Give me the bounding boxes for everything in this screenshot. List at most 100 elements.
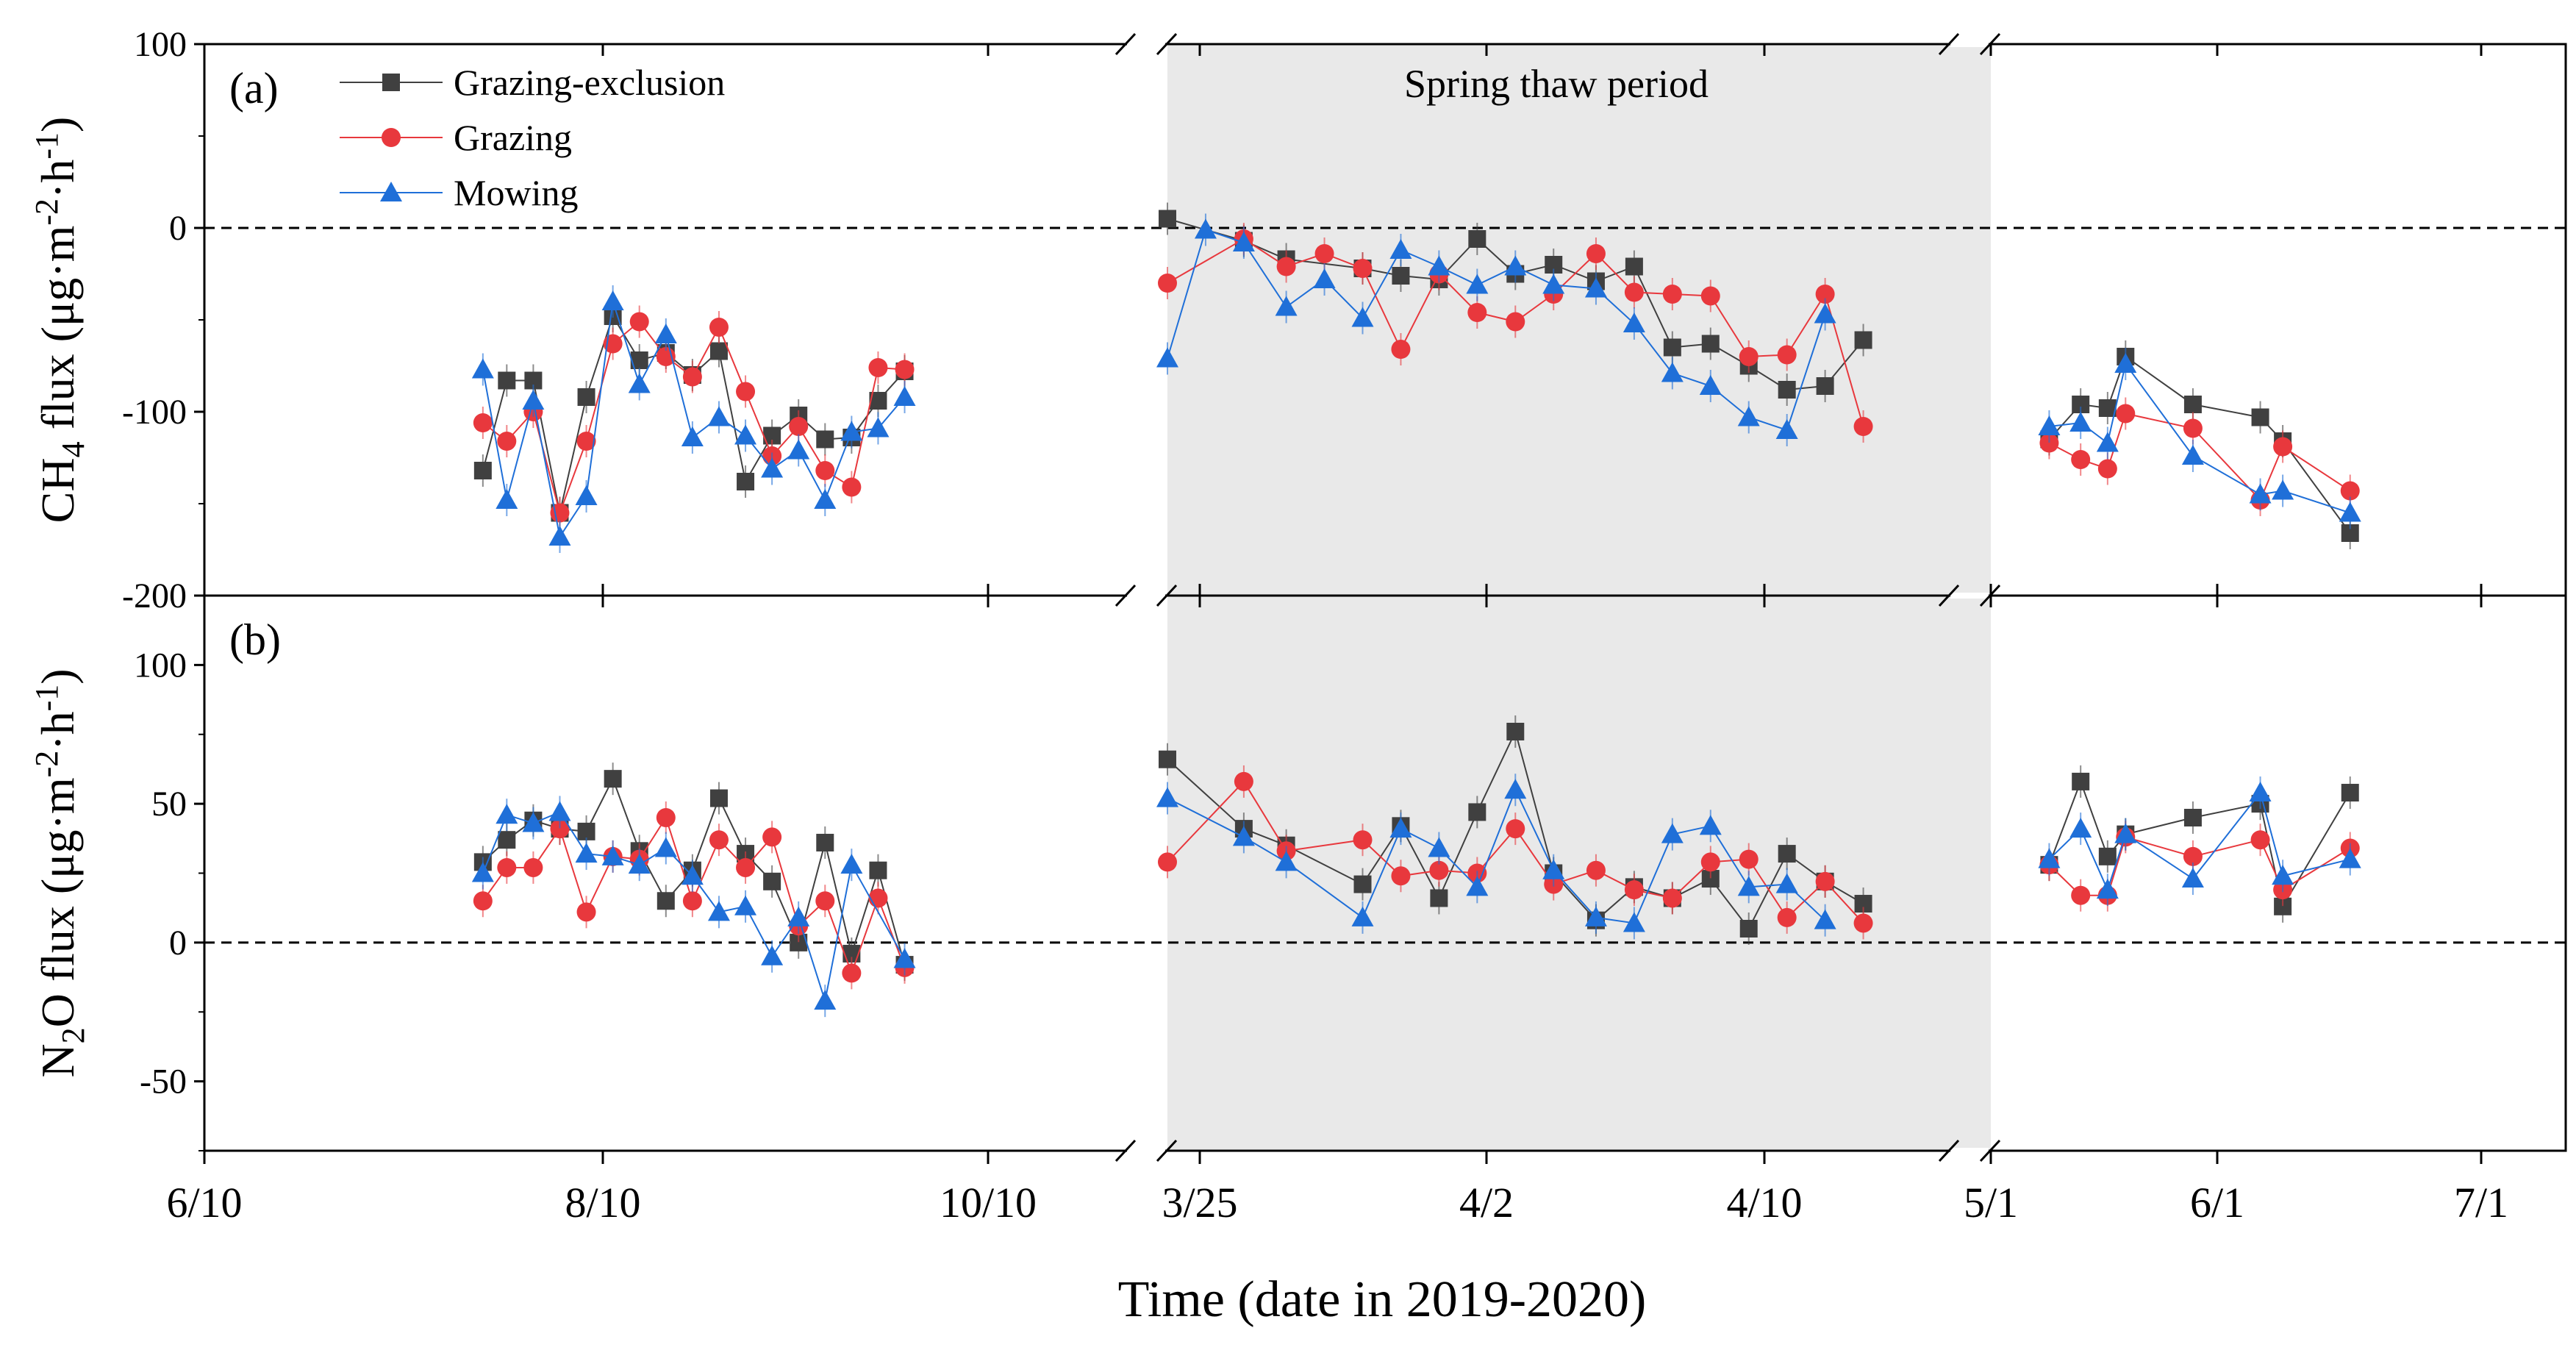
legend-label: Grazing (454, 117, 572, 158)
data-point-square (498, 831, 516, 849)
data-point-circle (1662, 888, 1682, 908)
data-point-triangle (840, 421, 863, 441)
data-point-triangle (1275, 851, 1298, 871)
data-point-circle (1739, 347, 1759, 366)
data-point-triangle (761, 945, 784, 965)
data-point-triangle (2114, 353, 2137, 373)
series-grazing-exclusion (2040, 340, 2359, 549)
data-point-square (2251, 408, 2269, 426)
data-point-circle (2250, 830, 2270, 850)
axis-break-mark (1115, 584, 1137, 607)
data-point-circle (2273, 437, 2293, 457)
data-point-triangle (1232, 232, 1255, 251)
data-point-circle (895, 360, 915, 379)
x-tick-label: 5/1 (1964, 1179, 2018, 1226)
data-point-circle (815, 461, 835, 480)
data-point-square (709, 342, 728, 360)
data-point-triangle (1699, 815, 1722, 835)
data-point-circle (1624, 880, 1644, 900)
x-tick-label: 3/25 (1162, 1179, 1237, 1226)
data-point-square (1159, 750, 1176, 768)
data-point-square (2183, 396, 2202, 413)
y-axis-label-part: flux (μg·m (32, 226, 84, 442)
data-point-triangle (1699, 375, 1722, 395)
data-point-triangle (2069, 818, 2092, 838)
data-point-circle (709, 318, 729, 337)
spring-thaw-annotation: Spring thaw period (1404, 62, 1709, 106)
x-tick-label: 7/1 (2454, 1179, 2508, 1226)
y-axis-label: N2O flux (μg·m-2·h-1) (29, 668, 91, 1077)
data-point-circle (1777, 345, 1797, 365)
y-axis-label-part: 2 (55, 1027, 91, 1043)
data-point-triangle (628, 373, 651, 393)
data-point-triangle (2272, 479, 2294, 500)
data-point-circle (709, 830, 729, 850)
data-point-square (656, 892, 675, 910)
data-point-circle (842, 963, 862, 983)
data-point-triangle (2339, 848, 2361, 868)
data-point-circle (2116, 404, 2136, 424)
data-point-triangle (601, 845, 624, 865)
data-point-triangle (787, 439, 810, 460)
data-point-circle (1276, 257, 1296, 276)
data-point-triangle (522, 812, 545, 832)
data-point-circle (473, 891, 493, 911)
data-point-triangle (2038, 415, 2061, 435)
data-point-square (1468, 230, 1486, 248)
y-tick-label: 100 (134, 25, 187, 64)
x-tick-label: 6/1 (2190, 1179, 2244, 1226)
series-grazing (473, 305, 915, 529)
y-axis-label-part: -1 (29, 685, 65, 712)
data-point-circle (576, 902, 596, 922)
data-point-triangle (1504, 255, 1527, 276)
data-point-triangle (1775, 873, 1798, 893)
data-point-square (1468, 803, 1486, 821)
axis-break-mark (1938, 32, 1960, 56)
series-mowing (1156, 774, 1836, 940)
x-tick-label: 8/10 (565, 1179, 640, 1226)
legend-marker (382, 74, 400, 91)
data-point-circle (1815, 285, 1835, 304)
data-point-circle (576, 432, 596, 451)
data-point-circle (789, 417, 809, 436)
panel-a: 100 0 -100 -200 (a) CH4 flux (μg·m-2·h-1) (29, 25, 2566, 615)
series-grazing (2039, 397, 2360, 516)
data-point-square (1430, 889, 1448, 907)
data-point-triangle (575, 843, 598, 863)
data-point-triangle (1775, 419, 1798, 439)
data-point-square (1392, 267, 1410, 285)
y-tick-label: -50 (140, 1062, 187, 1101)
y-tick-label: 0 (169, 924, 187, 963)
data-point-circle (868, 358, 888, 377)
data-point-circle (1700, 852, 1720, 872)
data-point-triangle (1622, 312, 1645, 332)
data-point-square (869, 861, 887, 879)
data-point-triangle (1814, 303, 1836, 324)
y-tick-label: 100 (134, 646, 187, 685)
axis-break-mark (1938, 1139, 1960, 1162)
data-point-triangle (495, 489, 518, 509)
data-point-circle (762, 827, 782, 847)
x-tick-label: 10/10 (940, 1179, 1037, 1226)
data-point-square (1506, 722, 1525, 740)
spring-thaw-shading (1167, 44, 1991, 1151)
data-point-square (763, 872, 781, 890)
axis-break-gap (1127, 593, 1165, 599)
data-point-square (604, 770, 622, 788)
series-line-grazing (482, 321, 905, 515)
data-point-triangle (548, 801, 571, 821)
data-point-square (577, 388, 595, 406)
data-point-circle (736, 382, 756, 401)
data-point-square (473, 462, 492, 479)
data-point-circle (550, 503, 570, 523)
data-point-triangle (1156, 787, 1178, 807)
data-point-circle (1353, 830, 1373, 850)
axis-break-gap (1950, 593, 1989, 599)
data-point-circle (1158, 852, 1177, 872)
data-point-circle (523, 857, 543, 877)
data-point-circle (1314, 244, 1334, 263)
legend-marker (380, 182, 402, 201)
y-axis-label-part: -2 (29, 751, 65, 778)
data-point-triangle (2096, 879, 2119, 899)
